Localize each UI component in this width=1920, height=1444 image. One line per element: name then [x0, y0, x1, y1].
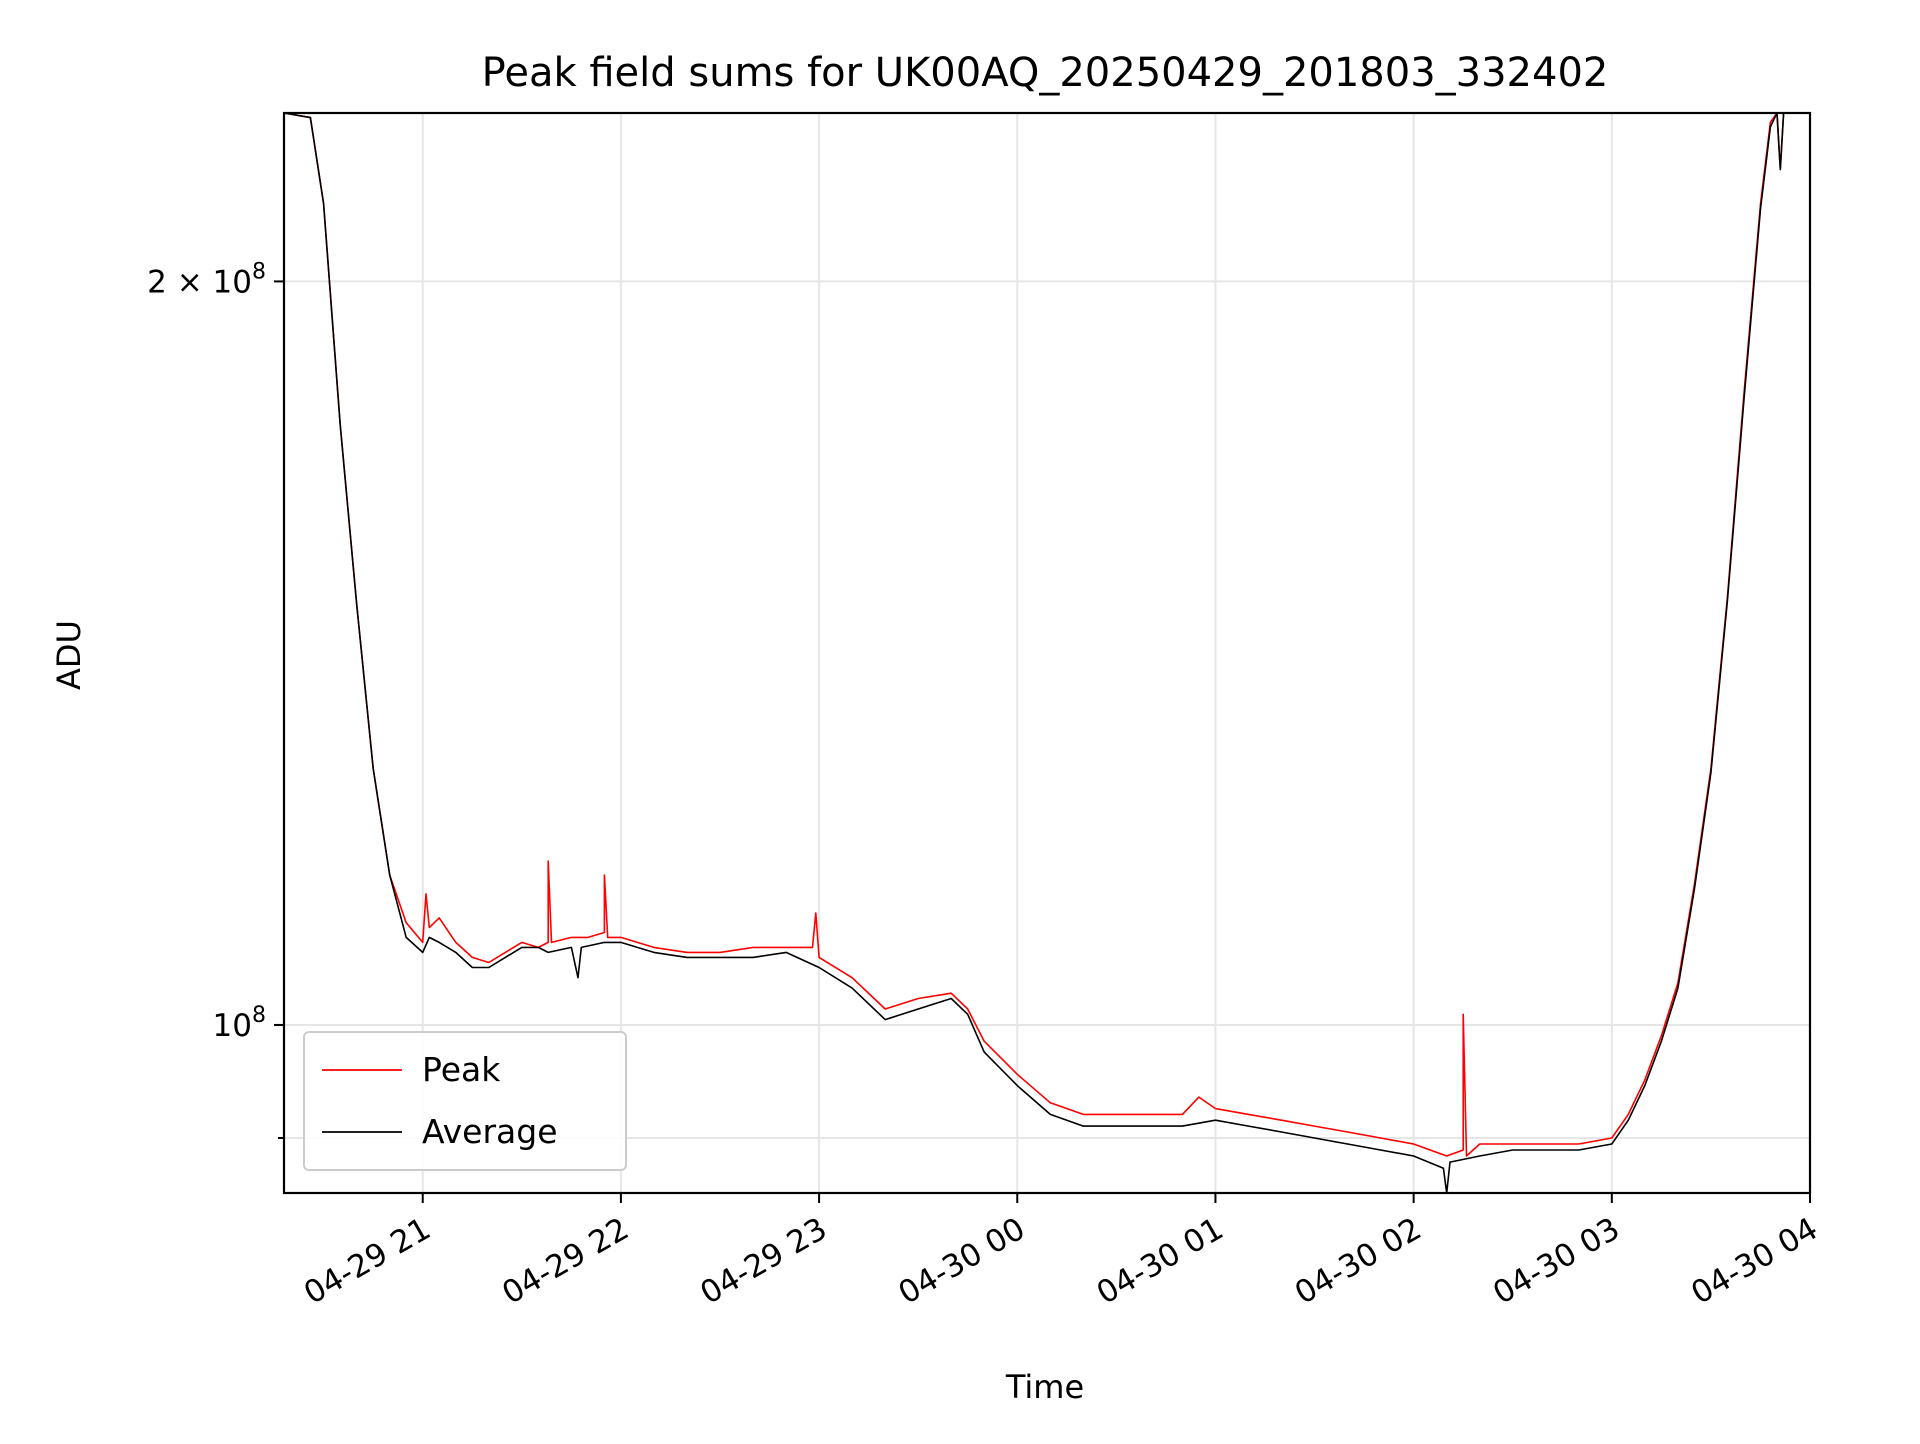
series-line-average — [283, 112, 1810, 1194]
x-axis-label: Time — [1005, 1368, 1084, 1406]
chart-title: Peak field sums for UK00AQ_20250429_2018… — [482, 50, 1609, 96]
plot-frame — [282, 111, 1812, 1195]
y-axis-label: ADU — [50, 620, 88, 690]
grid-layer — [284, 113, 1810, 1193]
series-line-peak — [283, 112, 1810, 1157]
legend-label-peak: Peak — [422, 1050, 501, 1089]
y-tick-label: 2 × 108 — [147, 259, 266, 300]
legend: Peak Average — [303, 1031, 627, 1171]
legend-label-average: Average — [422, 1112, 558, 1151]
y-tick-label: 108 — [213, 1003, 266, 1044]
legend-box — [303, 1031, 627, 1171]
series-layer — [283, 112, 1810, 1194]
